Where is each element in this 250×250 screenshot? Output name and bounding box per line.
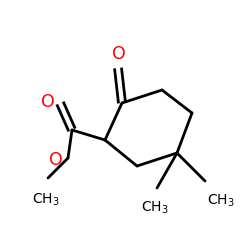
Text: O: O [49,151,63,169]
Text: CH$_3$: CH$_3$ [32,192,60,208]
Text: O: O [112,45,126,63]
Text: CH$_3$: CH$_3$ [207,193,235,210]
Text: O: O [41,93,55,111]
Text: CH$_3$: CH$_3$ [141,200,169,216]
